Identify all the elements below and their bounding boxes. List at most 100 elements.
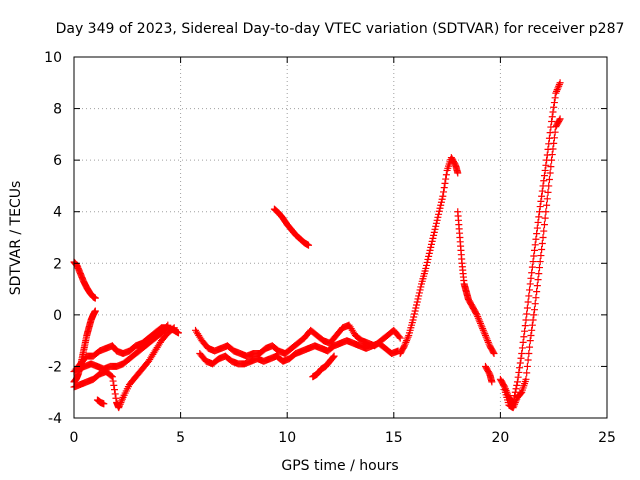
data-point (533, 282, 541, 290)
data-point (541, 166, 549, 174)
data-point (514, 373, 522, 381)
data-point (532, 235, 540, 243)
data-point (429, 234, 437, 242)
plot-frame (73, 56, 608, 419)
data-point (438, 195, 446, 203)
data-point (540, 177, 548, 185)
data-point (552, 89, 560, 97)
data-point (490, 350, 498, 358)
data-point (518, 350, 526, 358)
data-point (554, 84, 562, 92)
data-point (170, 324, 178, 332)
data-point (174, 329, 182, 337)
data-point (546, 169, 554, 177)
data-point (428, 237, 436, 245)
data-point (526, 343, 534, 351)
data-point (550, 139, 558, 147)
data-point (432, 219, 440, 227)
data-point (534, 218, 542, 226)
data-point (545, 182, 553, 190)
data-point (488, 378, 496, 386)
data-point (440, 184, 448, 192)
data-point (525, 350, 533, 358)
data-point (534, 276, 542, 284)
data-point (510, 402, 518, 410)
data-point (425, 252, 433, 260)
data-point (518, 344, 526, 352)
data-point (523, 310, 531, 318)
data-point (511, 399, 519, 407)
data-point (403, 335, 411, 343)
data-point (539, 234, 547, 241)
data-point (108, 373, 116, 381)
data-point (520, 333, 528, 341)
data-point (509, 404, 517, 412)
data-point (410, 313, 418, 321)
data-point (434, 213, 442, 221)
data-point (551, 94, 559, 102)
data-point (555, 82, 563, 90)
data-point (524, 356, 532, 364)
data-point (540, 221, 548, 229)
data-point (528, 321, 536, 329)
data-point (538, 187, 546, 195)
data-point (556, 79, 564, 87)
data-point (111, 386, 119, 394)
data-point (441, 179, 449, 187)
x-tick-label: 15 (385, 430, 403, 446)
data-point (548, 151, 556, 159)
data-point (440, 188, 448, 196)
data-point (479, 325, 487, 333)
series-mid-band-lower (196, 337, 402, 368)
data-point (551, 128, 559, 136)
data-point (437, 201, 445, 209)
x-tick-label: 0 (70, 430, 79, 446)
data-point (553, 86, 561, 94)
tick-marks (73, 56, 608, 419)
data-point (535, 208, 543, 216)
data-point (548, 117, 556, 125)
data-point (524, 298, 532, 306)
data-point (118, 397, 126, 405)
data-point (528, 269, 536, 277)
data-point (433, 216, 441, 224)
data-point (329, 353, 337, 361)
data-point (425, 249, 433, 257)
data-point (500, 382, 508, 390)
data-point (442, 175, 450, 183)
data-point (484, 338, 492, 346)
x-tick-label: 10 (278, 430, 296, 446)
x-tick-label: 25 (598, 430, 616, 446)
data-point (556, 115, 564, 123)
data-point (536, 258, 544, 266)
data-point (550, 103, 558, 111)
data-point (427, 240, 435, 248)
data-point (517, 389, 525, 397)
data-point (548, 113, 556, 121)
data-point (475, 316, 483, 324)
data-point (454, 169, 462, 177)
data-point (538, 246, 546, 254)
data-point (526, 280, 534, 288)
data-point (91, 307, 99, 315)
data-point (427, 243, 435, 251)
y-tick-label: 2 (53, 256, 62, 272)
data-point (521, 327, 529, 335)
data-point (413, 301, 421, 309)
data-point (527, 274, 535, 282)
data-point (430, 228, 438, 236)
data-point (430, 231, 438, 239)
data-point (538, 192, 546, 200)
data-point (543, 201, 551, 209)
series-late-dip (481, 362, 496, 386)
y-tick-label: 0 (53, 308, 62, 324)
data-point (553, 87, 561, 95)
series-lower-segment (309, 352, 338, 381)
data-point (535, 213, 543, 221)
data-point (530, 311, 538, 319)
series-isolated-segment (270, 205, 313, 249)
data-point (435, 210, 443, 218)
data-point (533, 230, 541, 238)
data-point (435, 207, 443, 215)
